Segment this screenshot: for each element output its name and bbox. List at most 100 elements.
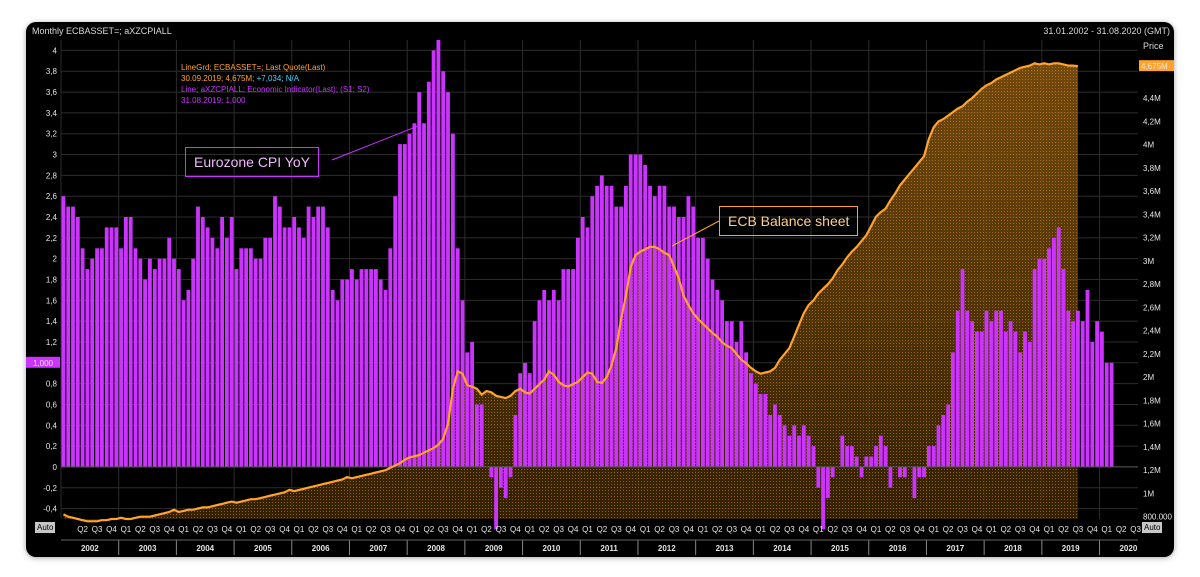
cpi-bar <box>80 248 85 467</box>
cpi-bar <box>850 446 854 467</box>
cpi-bar <box>215 248 220 467</box>
cpi-bar <box>806 435 811 467</box>
x-axis-quarter-tick: Q1 <box>871 525 882 534</box>
ecb-balance-line <box>62 62 1079 523</box>
x-axis-quarter-tick: Q3 <box>496 525 507 534</box>
auto-scale-left-button[interactable]: Auto <box>35 522 56 533</box>
x-axis-year-tick: 2003 <box>139 544 157 553</box>
cpi-bar <box>407 133 412 467</box>
cpi-bar <box>970 321 975 467</box>
x-axis-quarter-tick: Q3 <box>323 525 334 534</box>
cpi-bar <box>1037 258 1042 467</box>
cpi-bar <box>590 196 595 467</box>
x-axis-quarter-tick: Q3 <box>957 525 968 534</box>
cpi-bar <box>220 217 225 467</box>
cpi-bar <box>936 425 941 467</box>
cpi-bar <box>354 279 359 467</box>
x-axis-year-tick: 2014 <box>773 544 791 553</box>
cpi-bar <box>451 133 455 467</box>
cpi-bar <box>657 185 662 468</box>
cpi-bar <box>330 289 335 467</box>
cpi-bar <box>989 321 994 467</box>
cpi-bar <box>66 206 71 467</box>
x-axis-quarter-tick: Q2 <box>423 525 434 534</box>
cpi-bar <box>801 425 806 467</box>
x-axis-year-tick: 2011 <box>600 544 618 553</box>
cpi-bar <box>200 217 205 467</box>
cpi-bar <box>633 154 638 467</box>
cpi-bar <box>1032 269 1037 467</box>
cpi-bar <box>388 248 393 467</box>
left-axis-tick: -0,2 <box>43 484 57 493</box>
x-axis-quarter-tick: Q2 <box>250 525 261 534</box>
x-axis-quarter-tick: Q1 <box>467 525 478 534</box>
right-axis-tick: 2,6M <box>1143 303 1161 312</box>
cpi-bar <box>917 466 922 478</box>
cpi-bar <box>864 456 869 467</box>
x-axis-quarter-tick: Q4 <box>683 525 694 534</box>
cpi-bar <box>734 342 739 467</box>
left-axis-tick: 2,6 <box>46 192 58 201</box>
cpi-bar <box>705 258 710 467</box>
cpi-bar <box>1095 321 1100 467</box>
cpi-bar <box>383 289 388 467</box>
chart-canvas: -0,4-0,200,20,40,60,811,21,41,61,822,22,… <box>26 40 1174 555</box>
x-axis-year-tick: 2005 <box>254 544 272 553</box>
x-axis-year-tick: 2009 <box>485 544 503 553</box>
x-axis-quarter-tick: Q3 <box>784 525 795 534</box>
cpi-bar <box>229 217 234 467</box>
auto-scale-right-button[interactable]: Auto <box>1142 522 1163 533</box>
cpi-bar <box>782 425 787 467</box>
legend-ecb-change: +7,034; <box>256 74 284 83</box>
annotation-cpi-connector <box>331 125 419 161</box>
cpi-bar <box>263 237 268 467</box>
x-axis-quarter-tick: Q1 <box>755 525 766 534</box>
cpi-bar <box>239 248 244 467</box>
cpi-bar <box>119 248 124 467</box>
x-axis-quarter-tick: Q4 <box>1087 525 1098 534</box>
cpi-bar <box>609 185 614 468</box>
x-axis-year-tick: 2019 <box>1062 544 1080 553</box>
cpi-bar <box>777 414 782 467</box>
cpi-bar <box>532 321 537 467</box>
x-axis-quarter-tick: Q4 <box>1029 525 1040 534</box>
cpi-bar <box>826 466 830 499</box>
x-axis-quarter-tick: Q1 <box>582 525 593 534</box>
cpi-bar <box>739 321 744 467</box>
x-axis-year-tick: 2017 <box>946 544 964 553</box>
x-axis-quarter-tick: Q1 <box>986 525 997 534</box>
left-last-value: 1,000 <box>33 359 54 368</box>
cpi-bar <box>643 165 648 467</box>
legend-cpi-line: Line; aXZCPIALL; Economic Indicator(Last… <box>181 85 370 94</box>
right-axis-tick: 1M <box>1143 489 1154 498</box>
cpi-bar <box>576 237 580 467</box>
x-axis-year-tick: 2010 <box>543 544 561 553</box>
cpi-bar <box>926 446 931 467</box>
cpi-bar <box>1109 362 1114 467</box>
right-axis-tick: 3,2M <box>1143 234 1161 243</box>
cpi-bar <box>518 373 523 467</box>
cpi-bar <box>61 196 66 467</box>
x-axis-quarter-tick: Q4 <box>914 525 925 534</box>
cpi-bar <box>696 237 701 467</box>
cpi-bar <box>898 466 902 478</box>
x-axis-quarter-tick: Q2 <box>1058 525 1069 534</box>
cpi-bar <box>710 279 715 467</box>
x-axis-quarter-tick: Q1 <box>640 525 651 534</box>
cpi-bar <box>234 269 239 467</box>
price-axis-label: Price <box>1143 41 1164 51</box>
cpi-bar <box>1042 258 1047 467</box>
left-axis-tick: 2,8 <box>46 171 58 180</box>
cpi-bar <box>273 196 277 467</box>
cpi-bar <box>1066 310 1071 467</box>
x-axis-quarter-tick: Q1 <box>409 525 420 534</box>
cpi-bar <box>359 269 364 467</box>
cpi-bar <box>1100 331 1104 467</box>
cpi-bar <box>955 310 960 467</box>
x-axis-quarter-tick: Q3 <box>842 525 853 534</box>
cpi-bar <box>701 237 705 467</box>
left-axis-tick: 4 <box>53 46 58 55</box>
chart-panel: -0,4-0,200,20,40,60,811,21,41,61,822,22,… <box>26 22 1174 557</box>
cpi-bar <box>840 435 845 467</box>
right-axis-tick: 3M <box>1143 257 1154 266</box>
